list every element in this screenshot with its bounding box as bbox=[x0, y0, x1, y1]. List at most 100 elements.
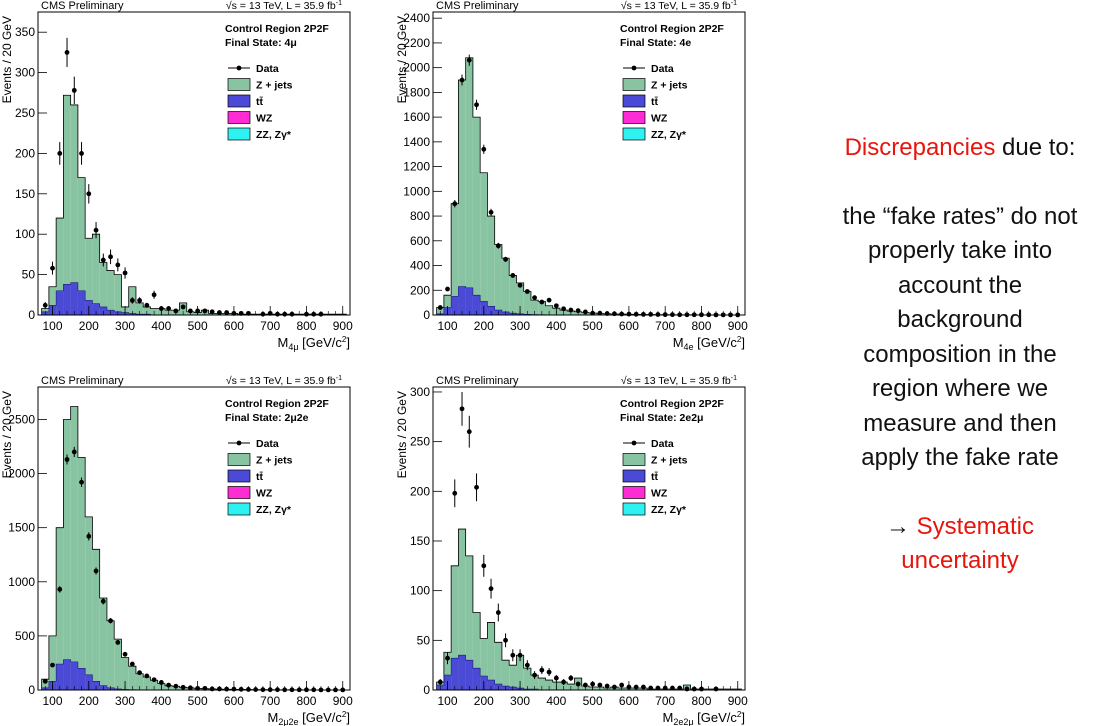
data-point bbox=[582, 682, 588, 688]
data-point bbox=[597, 682, 603, 688]
data-point bbox=[466, 57, 472, 63]
x-tick-label: 900 bbox=[728, 694, 748, 708]
plot-frame bbox=[37, 386, 351, 691]
zjets-bar bbox=[143, 306, 151, 315]
data-point bbox=[86, 191, 92, 197]
y-tick-label: 1200 bbox=[403, 160, 430, 174]
data-point bbox=[481, 563, 487, 569]
side-body-7: apply the fake rate bbox=[861, 444, 1059, 471]
data-point bbox=[452, 490, 458, 496]
y-tick-label: 2200 bbox=[403, 36, 430, 50]
x-tick-label: 200 bbox=[79, 694, 99, 708]
x-tick-label: 600 bbox=[224, 319, 244, 333]
data-point bbox=[50, 265, 55, 271]
y-axis-label: Events / 20 GeV bbox=[0, 16, 14, 103]
ttbar-bar bbox=[487, 680, 495, 690]
y-tick-label: 400 bbox=[410, 259, 430, 273]
final-state-label: Final State: 4e bbox=[620, 37, 691, 49]
data-point bbox=[575, 308, 581, 314]
y-tick-label: 500 bbox=[15, 629, 35, 643]
legend-label: Data bbox=[256, 63, 279, 75]
zjets-bar bbox=[501, 660, 510, 690]
systematic-text: Systematic bbox=[909, 512, 1035, 540]
data-point bbox=[151, 292, 157, 298]
legend-label: ZZ, Zγ* bbox=[651, 504, 687, 516]
data-point bbox=[517, 652, 523, 658]
legend-label: WZ bbox=[256, 488, 273, 500]
zjets-bar bbox=[56, 527, 64, 690]
legend-swatch bbox=[622, 127, 646, 141]
y-tick-label: 250 bbox=[15, 106, 35, 120]
data-point bbox=[445, 286, 450, 292]
data-point bbox=[86, 533, 92, 539]
x-tick-label: 500 bbox=[188, 694, 208, 708]
ttbar-bar bbox=[451, 296, 459, 315]
x-tick-label: 700 bbox=[260, 694, 280, 708]
y-tick-label: 50 bbox=[22, 268, 36, 282]
side-body-5: region where we bbox=[871, 375, 1049, 402]
y-tick-label: 200 bbox=[410, 283, 430, 297]
x-tick-label: 200 bbox=[474, 694, 494, 708]
zjets-bar bbox=[480, 172, 488, 315]
zjets-bar bbox=[472, 612, 481, 690]
data-point bbox=[481, 146, 487, 152]
data-point bbox=[524, 289, 530, 294]
y-tick-label: 2400 bbox=[403, 11, 430, 25]
data-point bbox=[108, 254, 113, 260]
x-tick-label: 400 bbox=[151, 694, 171, 708]
data-point bbox=[553, 675, 559, 681]
ttbar-bar bbox=[465, 287, 473, 315]
data-point bbox=[137, 670, 142, 676]
y-tick-label: 2500 bbox=[8, 412, 35, 426]
data-point bbox=[532, 295, 537, 301]
data-point bbox=[202, 308, 208, 314]
ttbar-bar bbox=[70, 661, 78, 690]
plot-frame bbox=[432, 386, 746, 691]
legend-swatch bbox=[622, 94, 646, 108]
data-point bbox=[452, 201, 458, 207]
x-tick-label: 800 bbox=[691, 694, 711, 708]
plot-frame bbox=[432, 11, 746, 316]
arrow-icon: → bbox=[885, 512, 910, 540]
side-note: Discrepancies due to: the “fake rates” d… bbox=[810, 131, 1110, 579]
x-axis-label: M2e2μ [GeV/c2] bbox=[663, 710, 745, 726]
chart-panel-2mu2e: 100 200 300 400 500 600 700 800 900 0 500 1000 1500 2… bbox=[0, 375, 353, 726]
ttbar-bar bbox=[472, 295, 481, 315]
data-point bbox=[568, 307, 574, 313]
x-tick-label: 400 bbox=[546, 319, 566, 333]
x-tick-label: 700 bbox=[260, 319, 280, 333]
cms-preliminary-label: CMS Preliminary bbox=[436, 375, 519, 387]
zjets-bar bbox=[494, 244, 502, 315]
zjets-bar bbox=[77, 177, 86, 315]
data-point bbox=[575, 681, 581, 687]
x-tick-label: 500 bbox=[188, 319, 208, 333]
side-body-6: measure and then bbox=[863, 409, 1057, 437]
legend-swatch bbox=[227, 94, 251, 108]
side-body-3: background bbox=[897, 306, 1023, 333]
legend-label: Data bbox=[256, 438, 279, 450]
legend-swatch bbox=[227, 111, 251, 124]
ttbar-bar bbox=[70, 282, 78, 315]
legend-swatch bbox=[227, 469, 251, 483]
data-point bbox=[137, 298, 142, 303]
data-point bbox=[546, 297, 552, 303]
data-point bbox=[510, 273, 516, 278]
data-point bbox=[474, 484, 479, 490]
lumi-label: √s = 13 TeV, L = 35.9 fb-1 bbox=[226, 0, 342, 12]
zjets-bar bbox=[523, 668, 531, 690]
legend-data-marker bbox=[236, 65, 242, 71]
zjets-bar bbox=[480, 638, 488, 690]
x-tick-label: 200 bbox=[474, 319, 494, 333]
x-tick-label: 400 bbox=[151, 319, 171, 333]
data-point bbox=[445, 655, 450, 661]
region-label: Control Region 2P2F bbox=[620, 398, 724, 410]
legend-label: ZZ, Zγ* bbox=[651, 129, 687, 141]
data-point bbox=[561, 306, 567, 312]
data-point bbox=[474, 102, 479, 108]
legend-label: WZ bbox=[651, 113, 668, 125]
zjets-bar bbox=[85, 238, 93, 315]
x-tick-label: 900 bbox=[333, 319, 353, 333]
x-tick-label: 200 bbox=[79, 319, 99, 333]
zjets-bar bbox=[443, 652, 452, 690]
x-tick-label: 800 bbox=[691, 319, 711, 333]
